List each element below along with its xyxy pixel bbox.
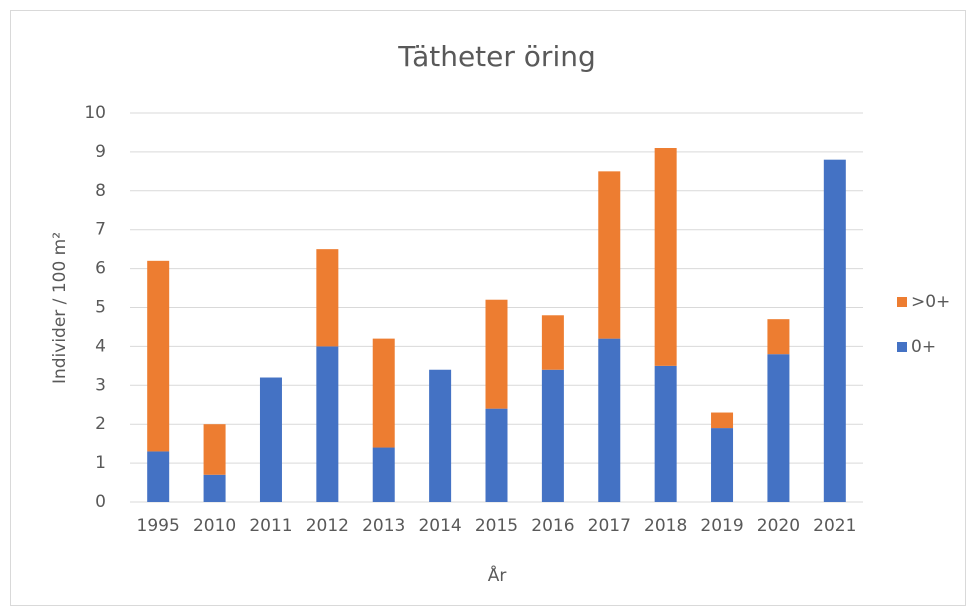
bar-segment — [767, 319, 790, 355]
y-tick-label: 0 — [95, 492, 106, 512]
bar-segment — [485, 299, 508, 409]
x-tick-label: 2020 — [757, 516, 800, 536]
x-axis-label: År — [488, 564, 507, 586]
x-tick-label: 2017 — [588, 516, 631, 536]
y-tick-label: 9 — [95, 142, 106, 162]
bar-segment — [654, 365, 677, 502]
y-tick-label: 8 — [95, 181, 106, 201]
y-tick-label: 10 — [84, 103, 106, 123]
x-tick-label: 2014 — [418, 516, 461, 536]
x-tick-label: 2016 — [531, 516, 574, 536]
y-tick-label: 7 — [95, 220, 106, 240]
bar-segment — [316, 346, 339, 502]
bar-segment — [711, 428, 734, 502]
bar-segment — [485, 408, 508, 502]
x-tick-label: 2013 — [362, 516, 405, 536]
x-tick-label: 2012 — [306, 516, 349, 536]
y-tick-label: 5 — [95, 298, 106, 318]
bar-segment — [767, 354, 790, 502]
y-tick-label: 4 — [95, 336, 106, 356]
bar-segment — [372, 338, 395, 448]
y-tick-label: 1 — [95, 453, 106, 473]
bar-segment — [429, 369, 452, 502]
bar-segment — [203, 474, 226, 502]
x-tick-label: 2019 — [700, 516, 743, 536]
bar-segment — [541, 315, 564, 370]
bar-segment — [147, 451, 170, 502]
x-tick-label: 2010 — [193, 516, 236, 536]
y-tick-label: 6 — [95, 259, 106, 279]
bar-segment — [598, 338, 621, 502]
x-tick-label: 2015 — [475, 516, 518, 536]
bar-segment — [316, 249, 339, 347]
legend-label: 0+ — [911, 337, 936, 357]
x-tick-label: 2021 — [813, 516, 856, 536]
chart-title: Tätheter öring — [397, 40, 596, 73]
x-tick-label: 2018 — [644, 516, 687, 536]
legend-swatch — [897, 297, 907, 307]
bar-segment — [823, 159, 846, 502]
bar-segment — [541, 369, 564, 502]
bar-segment — [711, 412, 734, 429]
y-tick-label: 3 — [95, 375, 106, 395]
legend-label: >0+ — [911, 292, 950, 312]
bar-segment — [654, 148, 677, 366]
bar-segment — [203, 424, 226, 475]
bar-segment — [598, 171, 621, 339]
y-axis-label: Individer / 100 m² — [50, 232, 70, 384]
bar-segment — [259, 377, 282, 502]
bar-segment — [147, 260, 170, 452]
legend-swatch — [897, 342, 907, 352]
y-tick-label: 2 — [95, 414, 106, 434]
x-tick-label: 2011 — [249, 516, 292, 536]
x-tick-label: 1995 — [137, 516, 180, 536]
bar-segment — [372, 447, 395, 502]
